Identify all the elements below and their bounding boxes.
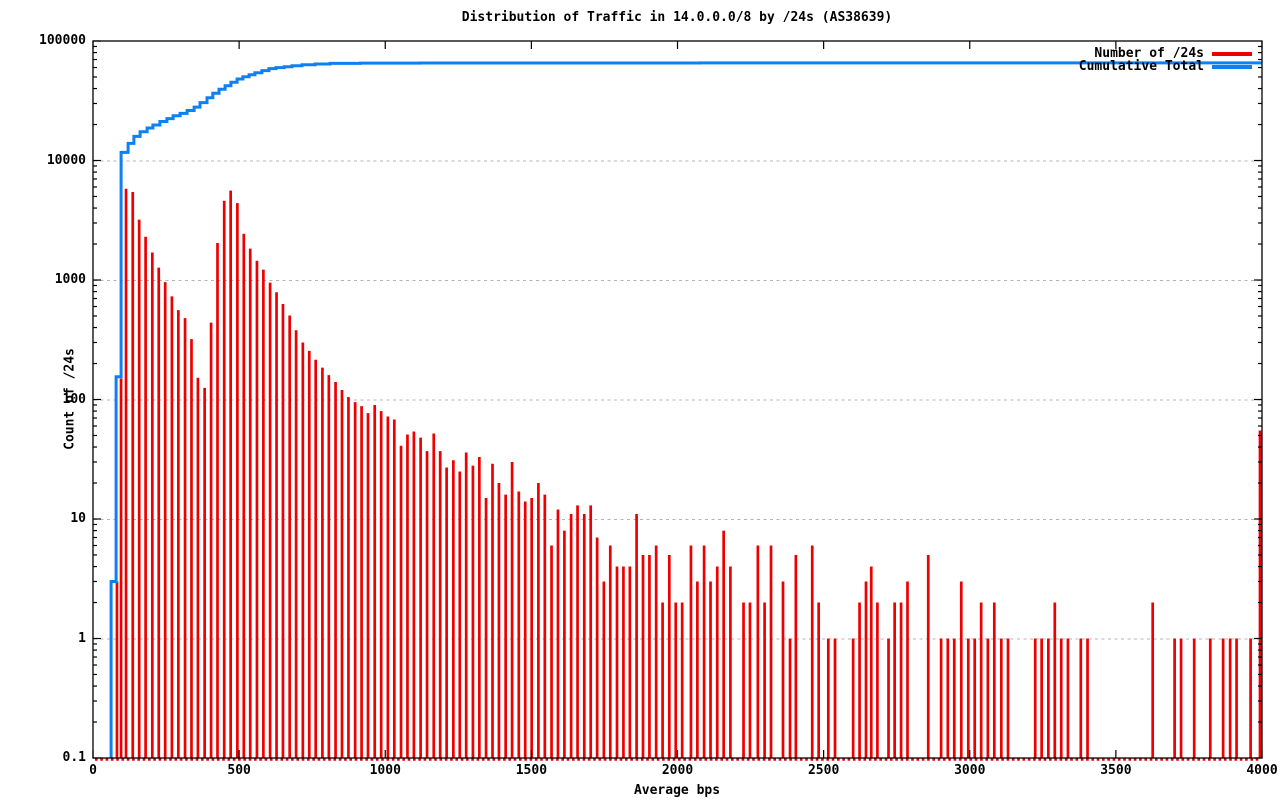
y-tick-label: 10000 (46, 152, 86, 168)
legend-row-number-of-24s: Number of /24s (1079, 47, 1252, 60)
y-tick-label: 10 (70, 511, 86, 526)
x-tick-label: 1000 (369, 763, 401, 778)
y-tick-label: 100 (62, 391, 86, 407)
x-tick-label: 3500 (1100, 763, 1132, 778)
legend-swatch-red-line (1212, 51, 1252, 56)
legend-row-cumulative-total: Cumulative Total (1079, 60, 1252, 73)
x-tick-label: 0 (89, 763, 97, 778)
cumulative-line (109, 61, 1262, 758)
y-tick-label: 1 (78, 630, 86, 646)
legend-swatch-blue-line (1212, 64, 1252, 69)
legend-label: Number of /24s (1094, 46, 1204, 61)
x-tick-label: 4000 (1246, 763, 1278, 778)
x-tick-label: 1500 (515, 763, 548, 778)
x-tick-label: 500 (227, 763, 251, 778)
legend-label: Cumulative Total (1078, 59, 1204, 74)
y-tick-label: 1000 (54, 272, 86, 287)
y-tick-label: 100000 (39, 33, 86, 48)
x-tick-label: 3000 (954, 763, 986, 778)
axis-ticks (92, 40, 1263, 759)
chart-title: Distribution of Traffic in 14.0.0.0/8 by… (461, 10, 893, 25)
legend: Number of /24s Cumulative Total (1079, 47, 1252, 73)
traffic-bars (115, 188, 1262, 758)
x-tick-label: 2500 (807, 763, 840, 778)
x-tick-label: 2000 (661, 763, 694, 778)
y-tick-label: 0.1 (62, 750, 86, 765)
x-axis-label: Average bps (633, 783, 721, 798)
